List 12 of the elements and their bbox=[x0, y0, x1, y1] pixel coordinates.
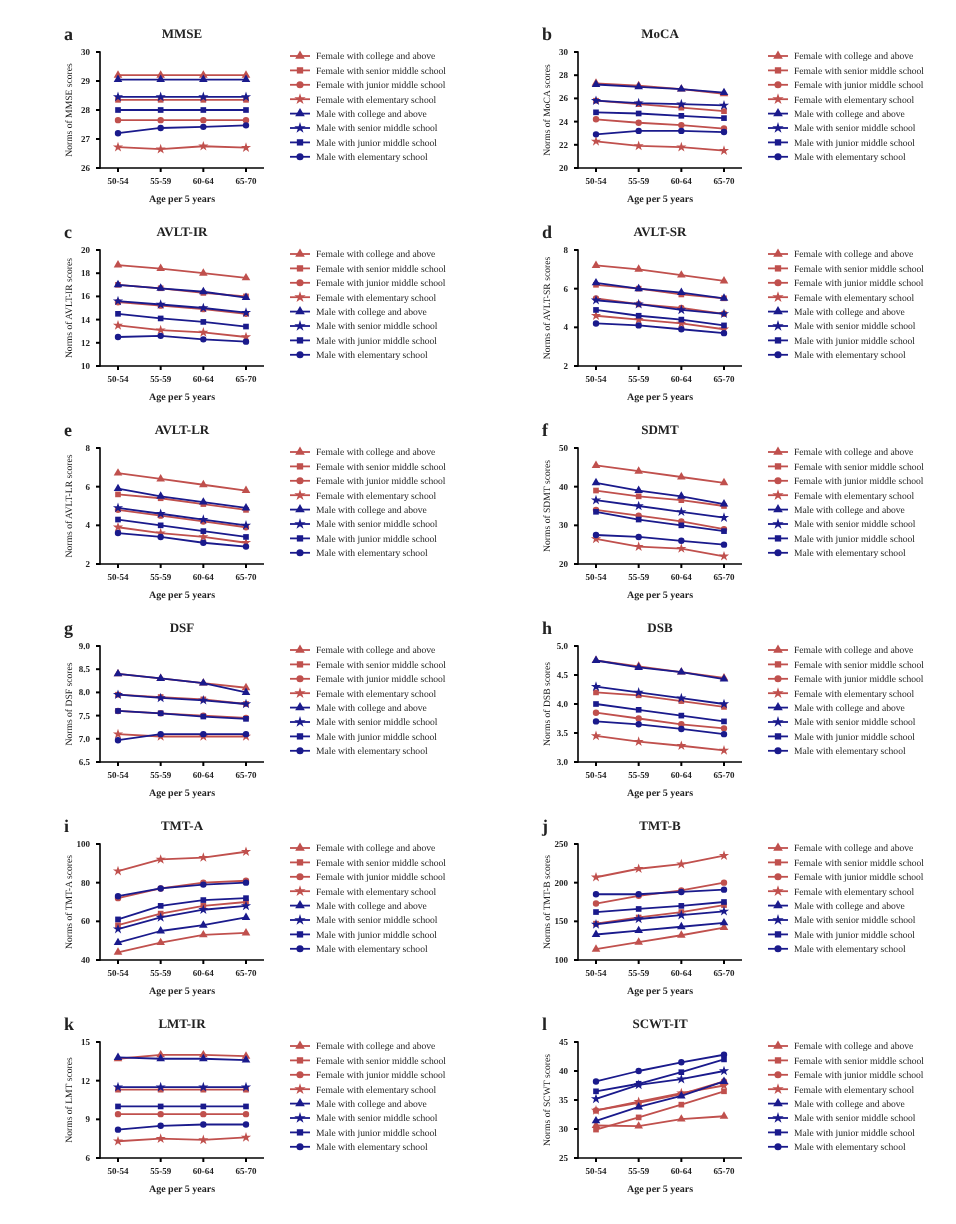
text: k bbox=[64, 1014, 75, 1034]
text: h bbox=[542, 618, 553, 638]
text: b bbox=[542, 24, 553, 44]
text: i bbox=[64, 816, 70, 836]
text: d bbox=[542, 222, 553, 242]
text: j bbox=[540, 816, 548, 836]
text: a bbox=[64, 24, 74, 44]
text: g bbox=[64, 618, 74, 638]
text: c bbox=[64, 222, 72, 242]
text: l bbox=[542, 1014, 548, 1034]
text: e bbox=[64, 420, 72, 440]
text: f bbox=[542, 420, 550, 440]
